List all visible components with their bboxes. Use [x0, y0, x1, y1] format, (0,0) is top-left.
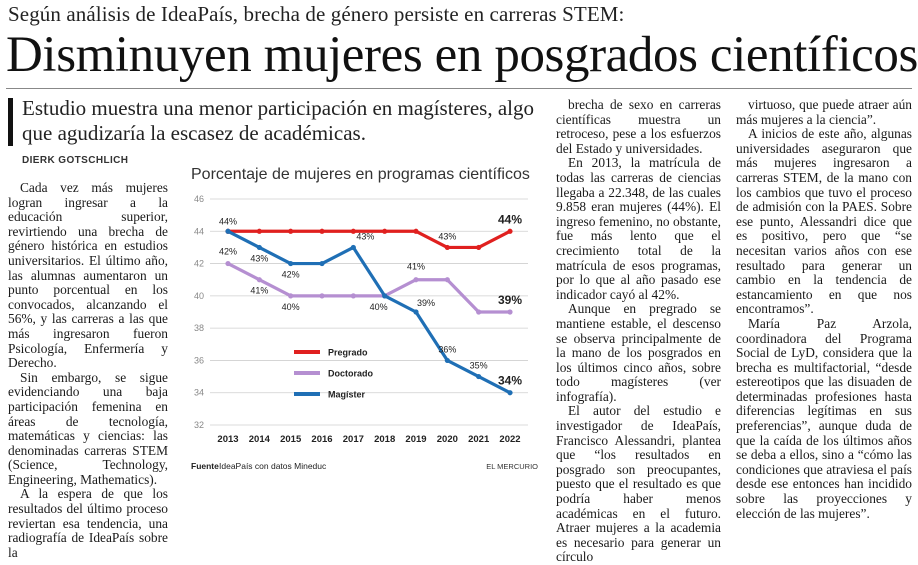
column-2: brecha de sexo en carreras científicas m…: [556, 97, 721, 565]
data-point: [256, 244, 262, 251]
legend-label: Pregrado: [328, 348, 368, 358]
y-tick-label: 38: [194, 323, 204, 333]
y-tick-label: 32: [194, 420, 204, 430]
data-point: [288, 260, 294, 267]
headline: Disminuyen mujeres en posgrados científi…: [6, 27, 918, 83]
data-label: 35%: [470, 361, 488, 371]
data-label: 40%: [370, 302, 388, 312]
data-point: [444, 277, 450, 283]
data-point: [382, 228, 388, 234]
y-tick-label: 46: [194, 194, 204, 204]
data-label: 44%: [498, 212, 522, 226]
data-point: [225, 228, 231, 234]
data-point: [256, 228, 262, 234]
data-point: [444, 244, 450, 251]
series-line: [228, 229, 511, 250]
data-point: [319, 260, 325, 267]
x-tick-label: 2014: [249, 434, 271, 445]
paragraph: Sin embargo, se sigue evidenciando una b…: [8, 369, 168, 487]
x-tick-label: 2018: [374, 434, 395, 445]
data-point: [476, 373, 482, 380]
data-point: [476, 244, 482, 251]
paragraph: brecha de sexo en carreras científicas m…: [556, 97, 721, 156]
credit: EL MERCURIO: [486, 462, 538, 471]
x-tick-label: 2016: [311, 434, 332, 445]
data-point: [256, 277, 262, 283]
x-tick-label: 2022: [499, 434, 520, 445]
data-point: [382, 293, 388, 299]
x-tick-label: 2017: [343, 434, 364, 445]
data-point: [507, 390, 513, 396]
line-chart: Porcentaje de mujeres en programas cient…: [176, 157, 546, 477]
data-point: [350, 244, 356, 251]
legend-label: Doctorado: [328, 369, 374, 379]
data-point: [350, 293, 356, 299]
data-point: [319, 293, 325, 299]
data-point: [476, 309, 482, 315]
data-label: 41%: [250, 286, 268, 296]
data-label: 43%: [438, 231, 456, 241]
data-point: [413, 277, 419, 283]
data-label: 44%: [219, 216, 237, 226]
data-point: [288, 293, 294, 299]
paragraph: A la espera de que los resultados del úl…: [8, 486, 168, 560]
data-label: 39%: [417, 298, 435, 308]
data-point: [350, 228, 356, 234]
x-tick-label: 2013: [217, 434, 238, 445]
y-tick-label: 34: [194, 388, 204, 398]
data-label: 34%: [498, 374, 522, 388]
legend-label: Magíster: [328, 390, 366, 400]
divider: [6, 88, 912, 89]
y-tick-label: 42: [194, 259, 204, 269]
source-label: Fuente: [191, 461, 219, 471]
source-text: IdeaPaís con datos Mineduc: [219, 461, 327, 471]
y-tick-label: 36: [194, 355, 204, 365]
x-tick-label: 2019: [405, 434, 426, 445]
data-point: [288, 228, 294, 234]
subhead: Estudio muestra una menor participación …: [22, 96, 535, 145]
y-tick-label: 44: [194, 226, 204, 236]
data-label: 36%: [438, 344, 456, 354]
paragraph: María Paz Arzola, coordinadora del Progr…: [736, 315, 912, 521]
data-label: 43%: [250, 253, 268, 263]
data-point: [413, 309, 419, 315]
column-3: virtuoso, que puede atraer aún más mujer…: [736, 97, 912, 521]
chart-title: Porcentaje de mujeres en programas cient…: [191, 166, 530, 183]
infographic: Porcentaje de mujeres en programas cient…: [176, 157, 546, 477]
x-tick-label: 2021: [468, 434, 490, 445]
paragraph: En 2013, la matrícula de todas las carre…: [556, 155, 721, 302]
kicker: Según análisis de IdeaPaís, brecha de gé…: [8, 2, 625, 26]
data-label: 40%: [282, 302, 300, 312]
paragraph: Cada vez más mujeres logran ingresar a l…: [8, 180, 168, 371]
paragraph: A inicios de este año, algunas universid…: [736, 126, 912, 317]
data-point: [444, 357, 450, 364]
data-label: 43%: [356, 231, 374, 241]
data-point: [319, 228, 325, 234]
data-label: 42%: [282, 270, 300, 280]
paragraph: Aunque en pregrado se mantiene estable, …: [556, 301, 721, 404]
subhead-bar: [8, 98, 13, 146]
x-tick-label: 2020: [437, 434, 458, 445]
data-point: [507, 309, 513, 315]
data-label: 41%: [407, 262, 425, 272]
data-label: 39%: [498, 293, 522, 307]
paragraph: virtuoso, que puede atraer aún más mujer…: [736, 97, 912, 127]
series-line: [227, 229, 511, 395]
data-point: [225, 260, 231, 267]
data-point: [507, 228, 513, 234]
paragraph: El autor del estudio e investigador de I…: [556, 403, 721, 565]
series-line: [227, 262, 510, 314]
data-point: [413, 228, 419, 234]
x-tick-label: 2015: [280, 434, 302, 445]
byline: DIERK GOTSCHLICH: [22, 155, 129, 166]
column-1: Cada vez más mujeres logran ingresar a l…: [8, 180, 168, 560]
y-tick-label: 40: [194, 291, 204, 301]
data-label: 42%: [219, 247, 237, 257]
